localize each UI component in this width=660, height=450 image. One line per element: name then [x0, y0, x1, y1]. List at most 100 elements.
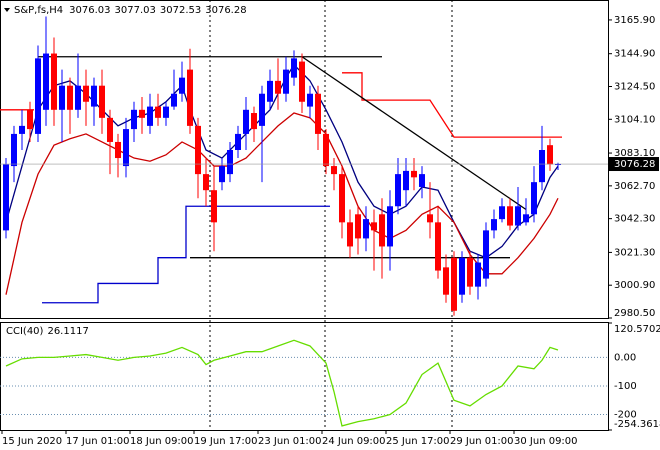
- overlay-line: [42, 205, 330, 304]
- candle-body: [203, 174, 209, 191]
- candle-body: [267, 80, 273, 102]
- candle-body: [435, 222, 441, 271]
- candle-body: [211, 190, 217, 223]
- candle-body: [19, 125, 25, 134]
- candle-body: [507, 206, 513, 226]
- candle-body: [155, 106, 161, 118]
- candle-body: [3, 164, 9, 231]
- candle-body: [339, 174, 345, 223]
- candle-body: [51, 53, 57, 110]
- overlay-line: [342, 72, 562, 138]
- candle-body: [27, 109, 33, 130]
- candle-body: [259, 93, 265, 126]
- x-tick-label: 24 Jun 09:00: [322, 436, 386, 447]
- high: 3077.03: [115, 5, 156, 16]
- candle-body: [459, 257, 465, 295]
- y-tick-label: 3083.10: [614, 148, 655, 159]
- candle-body: [299, 61, 305, 102]
- candle-body: [395, 174, 401, 207]
- menu-icon[interactable]: [4, 8, 10, 12]
- x-tick-label: 29 Jun 01:00: [450, 436, 514, 447]
- candle-body: [83, 85, 89, 102]
- y-tick-label: 3000.90: [614, 280, 655, 291]
- y-tick-label: 3021.30: [614, 247, 655, 258]
- candle-body: [475, 262, 481, 287]
- candle-body: [555, 164, 561, 166]
- candle-body: [379, 214, 385, 247]
- candle-body: [523, 214, 529, 223]
- y-tick-label: -254.3618: [614, 419, 660, 430]
- candle-body: [91, 85, 97, 107]
- candle-body: [187, 69, 193, 126]
- cci-title: CCI(40) 26.1117: [6, 326, 89, 337]
- candle-body: [243, 109, 249, 134]
- candle-body: [139, 109, 145, 118]
- candle-body: [547, 145, 553, 165]
- y-tick-label: 120.5702: [614, 324, 660, 335]
- candle-body: [347, 222, 353, 247]
- candle-body: [235, 133, 241, 150]
- candle-body: [179, 77, 185, 94]
- x-tick-label: 18 Jun 09:00: [130, 436, 194, 447]
- candle-body: [227, 149, 233, 175]
- y-tick-label: 3042.30: [614, 214, 655, 225]
- candle-body: [195, 125, 201, 175]
- candle-body: [67, 85, 73, 110]
- candle-body: [75, 85, 81, 110]
- candle-body: [115, 141, 121, 159]
- x-tick-label: 25 Jun 17:00: [386, 436, 450, 447]
- candle-body: [483, 230, 489, 279]
- candle-body: [131, 109, 137, 130]
- low: 3072.53: [160, 5, 201, 16]
- candle-body: [107, 117, 113, 142]
- candle-body: [403, 170, 409, 191]
- candle-body: [11, 133, 17, 167]
- open: 3076.03: [69, 5, 110, 16]
- candle-body: [219, 166, 225, 183]
- y-tick-label: 3062.70: [614, 181, 655, 192]
- candle-body: [291, 58, 297, 78]
- cci-name: CCI(40): [6, 326, 44, 337]
- candle-body: [163, 106, 169, 118]
- candle-body: [451, 257, 457, 311]
- y-tick-label: -100: [614, 381, 637, 392]
- candle-body: [275, 80, 281, 94]
- candle-body: [515, 206, 521, 226]
- candle-body: [59, 85, 65, 110]
- cci-frame: [0, 322, 609, 431]
- y-tick-label: 2980.50: [614, 308, 655, 319]
- candle-body: [411, 170, 417, 178]
- candle-body: [99, 85, 105, 118]
- candle-body: [35, 58, 41, 134]
- candle-body: [307, 93, 313, 107]
- candle-body: [315, 93, 321, 134]
- main-frame: [0, 0, 609, 319]
- x-tick-label: 15 Jun 2020: [2, 436, 62, 447]
- x-tick-label: 23 Jun 01:00: [258, 436, 322, 447]
- y-tick-label: 0.00: [614, 352, 636, 363]
- candle-body: [427, 214, 433, 223]
- candle-body: [363, 219, 369, 239]
- candle-body: [539, 149, 545, 183]
- cci-line: [5, 339, 559, 427]
- candle-body: [251, 113, 257, 130]
- candle-body: [147, 106, 153, 126]
- close: 3076.28: [205, 5, 246, 16]
- y-tick-label: 3165.90: [614, 15, 655, 26]
- x-tick-label: 30 Jun 09:00: [514, 436, 578, 447]
- y-tick-label: 3124.50: [614, 81, 655, 92]
- x-tick-label: 17 Jun 01:00: [66, 436, 130, 447]
- candle-body: [171, 93, 177, 107]
- candle-body: [387, 206, 393, 247]
- candle-body: [443, 267, 449, 295]
- y-tick-label: 3104.10: [614, 114, 655, 125]
- symbol: S&P,fs,H4: [14, 5, 63, 16]
- chart-title: S&P,fs,H4 3076.03 3077.03 3072.53 3076.28: [14, 5, 247, 16]
- candle-body: [467, 257, 473, 287]
- candle-body: [531, 182, 537, 215]
- candle-body: [283, 69, 289, 94]
- y-tick-label: 3144.90: [614, 49, 655, 60]
- price-label: 3076.28: [614, 159, 655, 170]
